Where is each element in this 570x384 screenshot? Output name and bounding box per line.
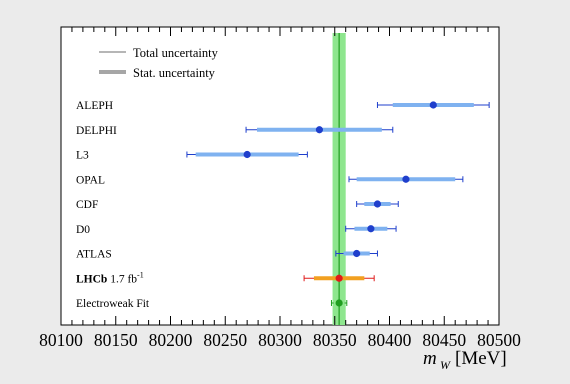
measurement-row: DELPHI <box>76 125 394 137</box>
row-label: OPAL <box>76 174 105 186</box>
x-axis-title-unit: [MeV] <box>455 348 507 369</box>
row-label-bold: LHCb <box>76 273 107 285</box>
measurement-row: D0 <box>76 224 397 236</box>
central-value-point <box>373 200 382 208</box>
central-value-point <box>243 150 251 159</box>
legend-total-label: Total uncertainty <box>133 46 219 60</box>
row-label: Electroweak Fit <box>76 298 150 310</box>
row-label: ATLAS <box>76 249 112 261</box>
central-value-point <box>335 299 343 307</box>
row-label: ALEPH <box>76 100 113 112</box>
measurement-row: OPAL <box>76 174 464 186</box>
row-label: CDF <box>76 199 98 211</box>
measurement-row: ATLAS <box>76 249 378 261</box>
x-axis-ticks: 80100 80150 80200 80250 80300 80350 80400 80450… <box>39 27 521 350</box>
x-tick-label: 80300 <box>258 330 302 350</box>
x-axis-title-symbol: m <box>423 348 437 369</box>
x-axis-title: m W [MeV] <box>423 348 507 372</box>
x-tick-label: 80350 <box>313 330 357 350</box>
row-label: LHCb 1.7 fb-1 <box>76 270 144 285</box>
plot-area <box>60 26 500 326</box>
x-tick-label: 80200 <box>149 330 193 350</box>
central-value-point <box>353 249 361 258</box>
row-label-tail: 1.7 fb <box>107 273 137 285</box>
measurement-row: ALEPH <box>76 100 490 112</box>
row-label: DELPHI <box>76 125 117 137</box>
x-tick-label: 80250 <box>203 330 247 350</box>
x-tick-label: 80500 <box>477 330 521 350</box>
measurement-rows: ALEPH DELPHI L3 OPAL CDF D0 ATLAS LHCb 1.7 fb-1… <box>76 100 490 310</box>
x-tick-label: 80450 <box>422 330 466 350</box>
measurement-row: LHCb 1.7 fb-1 <box>76 270 375 285</box>
central-value-point <box>429 101 437 109</box>
measurement-row: L3 <box>76 150 308 162</box>
row-label: D0 <box>76 224 90 236</box>
central-value-point <box>367 225 375 233</box>
central-value-point <box>335 274 343 282</box>
legend: Total uncertainty Stat. uncertainty <box>99 46 219 80</box>
x-axis-title-subscript: W <box>440 358 451 372</box>
central-value-point <box>315 126 324 134</box>
measurement-row: CDF <box>76 199 399 211</box>
row-label-sup: -1 <box>137 270 144 279</box>
x-tick-label: 80100 <box>39 330 83 350</box>
legend-stat-label: Stat. uncertainty <box>133 66 216 80</box>
row-label: L3 <box>76 150 89 162</box>
x-tick-label: 80150 <box>94 330 138 350</box>
measurement-row: Electroweak Fit <box>76 298 348 310</box>
central-value-point <box>402 175 410 183</box>
x-tick-label: 80400 <box>368 330 412 350</box>
